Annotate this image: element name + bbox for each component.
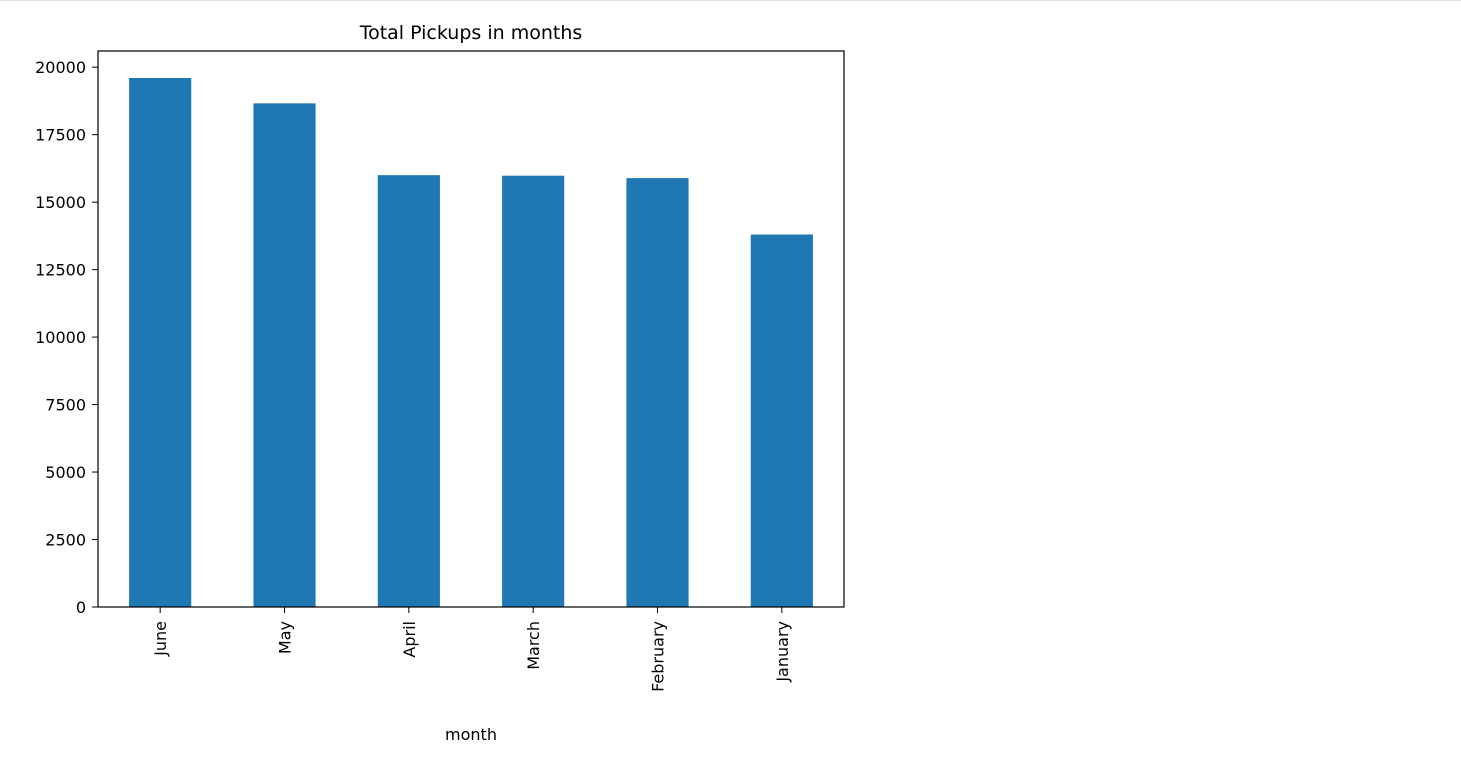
bar-january xyxy=(750,234,813,607)
x-axis-ticks: June May April March February January xyxy=(151,607,792,692)
y-tick-label: 12500 xyxy=(35,261,86,280)
chart-title: Total Pickups in months xyxy=(359,22,583,44)
x-tick-label-june: June xyxy=(151,621,170,657)
y-tick-label: 5000 xyxy=(45,463,86,482)
bar-june xyxy=(129,77,192,608)
bar-march xyxy=(502,175,565,607)
bar-may xyxy=(253,103,316,608)
y-tick-label: 15000 xyxy=(35,193,86,212)
x-tick-label-january: January xyxy=(773,621,792,683)
y-tick-label: 7500 xyxy=(45,396,86,415)
y-tick-label: 17500 xyxy=(35,126,86,145)
plot-frame xyxy=(97,50,845,608)
x-tick-label-may: May xyxy=(276,621,295,654)
bars-layer xyxy=(129,77,813,608)
x-axis-label: month xyxy=(445,725,497,744)
y-tick-label: 0 xyxy=(76,598,86,617)
x-tick-label-february: February xyxy=(649,621,668,692)
y-tick-label: 20000 xyxy=(35,58,86,77)
cell-top-divider xyxy=(0,0,1461,1)
bar-april xyxy=(377,175,440,607)
y-axis-ticks: 0 2500 5000 7500 10000 12500 15000 17500 20000 xyxy=(35,58,98,617)
bar-february xyxy=(626,178,689,607)
y-tick-label: 2500 xyxy=(45,531,86,550)
x-tick-label-april: April xyxy=(400,621,419,658)
x-tick-label-march: March xyxy=(524,621,543,670)
y-tick-label: 10000 xyxy=(35,328,86,347)
